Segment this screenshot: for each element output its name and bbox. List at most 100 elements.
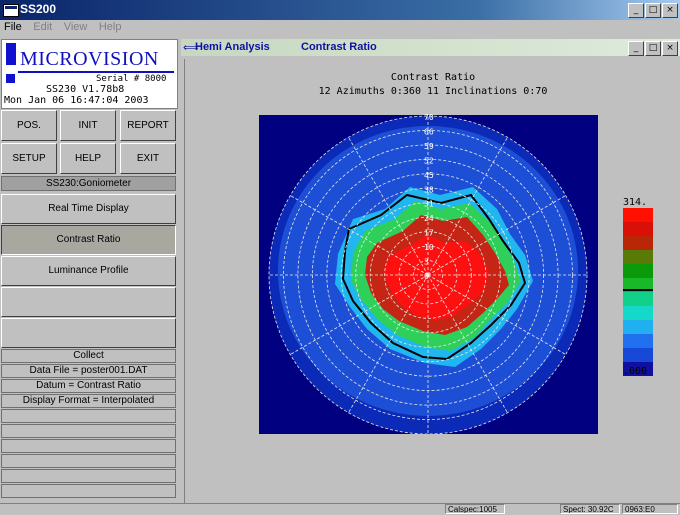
scale-swatch (623, 334, 653, 348)
status-spect: Spect: 30.92C (560, 504, 620, 514)
scale-swatch (623, 292, 653, 306)
logo-underline (18, 71, 174, 73)
empty-row-5 (1, 469, 176, 483)
scale-swatch (623, 208, 653, 222)
scale-swatch (623, 306, 653, 320)
scale-swatch (623, 264, 653, 278)
close-button[interactable]: × (662, 3, 678, 18)
ring-label: 0 (424, 272, 429, 281)
app-title-bar: SS200 _ □ × (0, 0, 680, 20)
color-scale (623, 208, 653, 376)
ring-label: 52 (424, 156, 434, 165)
scale-swatch (623, 348, 653, 362)
ring-label: 59 (424, 142, 434, 151)
logo-block-icon (6, 43, 16, 65)
help-button[interactable]: HELP (60, 143, 116, 174)
ring-label: 17 (424, 229, 434, 238)
empty-row-1 (1, 409, 176, 423)
scale-swatch (623, 320, 653, 334)
control-panel: MICROVISION Serial # 8000 SS230 V1.78b8 … (0, 37, 180, 503)
luminance-profile-button[interactable]: Luminance Profile (1, 256, 176, 286)
datum-row: Datum = Contrast Ratio (1, 379, 176, 393)
ring-label: 24 (424, 214, 434, 223)
display-format-row: Display Format = Interpolated (1, 394, 176, 408)
child-window-title: Hemi Analysis (195, 41, 270, 53)
serial-number: Serial # 8000 (96, 74, 167, 84)
child-window-controls: _ □ × (628, 41, 678, 56)
app-title: SS200 (20, 2, 57, 16)
app-window-icon[interactable] (3, 4, 19, 17)
scale-swatch (623, 236, 653, 250)
azimuth-spoke (348, 274, 429, 413)
contrast-ratio-plot[interactable]: 70 66 59 52 45 38 31 24 17 10 3 0 314. .000 (185, 59, 680, 479)
scale-swatch (623, 222, 653, 236)
plot-title: Contrast Ratio (390, 72, 476, 83)
status-calspec: Calspec:1005 (445, 504, 505, 514)
inclination-ring (268, 115, 588, 434)
back-arrow-icon[interactable]: ⟸ (183, 41, 199, 54)
init-button[interactable]: INIT (60, 110, 116, 141)
ring-label: 31 (424, 200, 434, 209)
ring-labels: 70 66 59 52 45 38 31 24 17 10 3 0 (424, 113, 434, 281)
setup-button[interactable]: SETUP (1, 143, 57, 174)
ring-label: 66 (424, 127, 434, 136)
scale-swatch (623, 278, 653, 292)
azimuth-spoke (427, 137, 508, 276)
azimuth-spoke (290, 195, 429, 276)
inclination-ring (398, 245, 458, 305)
scale-max-label: 314. (623, 197, 647, 208)
exit-button[interactable]: EXIT (120, 143, 176, 174)
empty-mode-button-2[interactable] (1, 318, 176, 348)
software-version: SS230 V1.78b8 (46, 84, 125, 95)
ring-label: 70 (424, 113, 434, 122)
report-button[interactable]: REPORT (120, 110, 176, 141)
child-maximize-button[interactable]: □ (645, 41, 661, 56)
menu-view[interactable]: View (63, 21, 88, 33)
scale-swatch (623, 250, 653, 264)
real-time-display-button[interactable]: Real Time Display (1, 194, 176, 224)
empty-row-3 (1, 439, 176, 453)
pos-button[interactable]: POS. (1, 110, 57, 141)
menu-file[interactable]: File (4, 21, 22, 33)
child-close-button[interactable]: × (662, 41, 678, 56)
scale-swatch (623, 362, 653, 376)
azimuth-spoke (290, 274, 429, 355)
status-bar: Calspec:1005 Spect: 30.92C 0963:E0 (0, 503, 680, 515)
minimize-button[interactable]: _ (628, 3, 644, 18)
child-window-subtitle: Contrast Ratio (301, 41, 377, 53)
ring-label: 45 (424, 171, 434, 180)
date-time: Mon Jan 06 16:47:04 2003 (4, 95, 149, 106)
core-zone (383, 235, 489, 321)
brand-panel: MICROVISION Serial # 8000 SS230 V1.78b8 … (1, 39, 178, 109)
contrast-ratio-button[interactable]: Contrast Ratio (1, 225, 176, 255)
menu-bar: File Edit View Help (0, 20, 680, 36)
logo-square-icon (6, 74, 15, 83)
azimuth-spokes (269, 116, 587, 434)
collect-row[interactable]: Collect (1, 349, 176, 363)
azimuth-spoke (348, 137, 429, 276)
window-controls: _ □ × (628, 3, 678, 18)
contour-line (341, 193, 527, 361)
azimuth-spoke (427, 274, 508, 413)
empty-mode-button-1[interactable] (1, 287, 176, 317)
inclination-ring (413, 260, 443, 290)
status-extra: 0963:E0 (622, 504, 678, 514)
menu-edit[interactable]: Edit (33, 21, 53, 33)
ring-label: 3 (424, 258, 429, 267)
plot-subtitle: 12 Azimuths 0:360 11 Inclinations 0:70 (318, 86, 548, 97)
empty-row-6 (1, 484, 176, 498)
menu-help[interactable]: Help (98, 21, 122, 33)
plot-area: Contrast Ratio 12 Azimuths 0:360 11 Incl… (184, 59, 680, 503)
azimuth-spoke (427, 274, 566, 355)
empty-row-4 (1, 454, 176, 468)
data-file-row: Data File = poster001.DAT (1, 364, 176, 378)
scale-min-label: .000 (623, 366, 647, 377)
maximize-button[interactable]: □ (645, 3, 661, 18)
child-title-bar: ⟸ Hemi Analysis Contrast Ratio _ □ × (181, 39, 680, 56)
ring-label: 10 (424, 243, 434, 252)
empty-row-2 (1, 424, 176, 438)
child-minimize-button[interactable]: _ (628, 41, 644, 56)
inclination-ring (283, 130, 573, 420)
azimuth-spoke (427, 195, 566, 276)
inclination-ring (384, 231, 472, 319)
